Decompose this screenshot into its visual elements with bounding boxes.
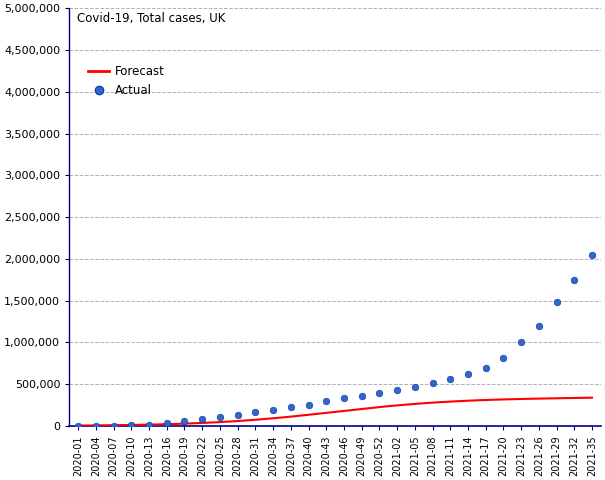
- Point: [428, 380, 437, 387]
- Point: [516, 338, 526, 346]
- Point: [180, 417, 189, 425]
- Point: [410, 383, 420, 391]
- Point: [73, 422, 83, 430]
- Point: [286, 403, 296, 411]
- Legend: Forecast, Actual: Forecast, Actual: [83, 60, 169, 101]
- Point: [304, 401, 313, 408]
- Point: [569, 276, 579, 284]
- Point: [215, 413, 224, 420]
- Point: [339, 395, 348, 402]
- Text: Covid-19, Total cases, UK: Covid-19, Total cases, UK: [77, 12, 226, 25]
- Point: [374, 389, 384, 396]
- Point: [534, 322, 544, 330]
- Point: [250, 408, 260, 416]
- Point: [233, 411, 243, 419]
- Point: [197, 415, 207, 423]
- Point: [463, 371, 473, 378]
- Point: [481, 364, 491, 372]
- Point: [91, 422, 101, 430]
- Point: [126, 421, 136, 429]
- Point: [109, 422, 119, 430]
- Point: [321, 397, 331, 405]
- Point: [268, 406, 278, 414]
- Point: [144, 421, 154, 429]
- Point: [499, 355, 508, 362]
- Point: [392, 386, 402, 394]
- Point: [357, 392, 367, 399]
- Point: [445, 375, 455, 383]
- Point: [162, 420, 172, 427]
- Point: [587, 251, 597, 259]
- Point: [552, 299, 561, 306]
